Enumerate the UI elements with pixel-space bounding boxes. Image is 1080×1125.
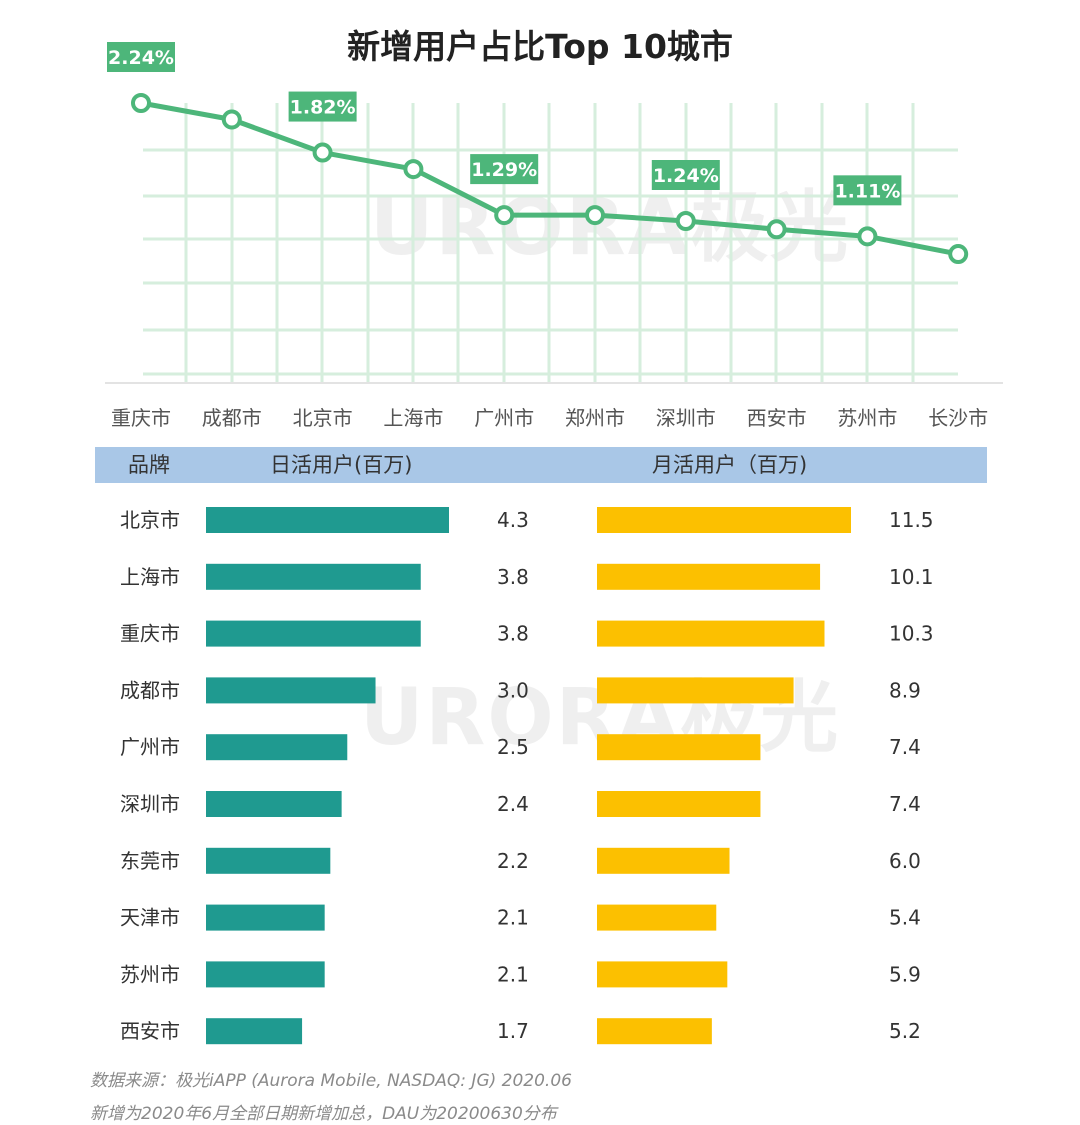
data-point-7 <box>675 211 696 231</box>
data-label-box-1 <box>107 42 175 72</box>
x-tick-label-4: 上海市 <box>383 406 443 430</box>
data-point-3 <box>312 142 333 163</box>
mau-bar-6 <box>597 791 761 817</box>
dau-bar-4 <box>206 677 376 704</box>
dau-bar-7 <box>206 847 331 874</box>
row-label-5: 广州市 <box>120 735 180 759</box>
x-tick-label-9: 苏州市 <box>837 406 897 430</box>
data-label-box-5 <box>833 175 902 206</box>
row-label-2: 上海市 <box>120 565 180 589</box>
x-tick-label-5: 广州市 <box>474 406 534 430</box>
row-label-3: 重庆市 <box>120 622 180 646</box>
row-label-8: 天津市 <box>120 906 180 930</box>
watermark-bottom: URORA极光 <box>360 673 841 763</box>
footnote-source: 数据来源：极光iAPP (Aurora Mobile, NASDAQ: JG) … <box>90 1071 572 1091</box>
data-point-9 <box>857 226 878 247</box>
dau-bar-8 <box>206 904 325 931</box>
series-line <box>140 100 959 257</box>
header-mau: 月活用户（百万) <box>652 453 808 477</box>
mau-value-10: 5.2 <box>889 1019 921 1043</box>
dau-value-3: 3.8 <box>497 622 529 646</box>
mau-value-3: 10.3 <box>889 622 934 646</box>
row-label-4: 成都市 <box>120 678 180 702</box>
chart-title: 新增用户占比Top 10城市 <box>347 27 733 66</box>
mau-bar-2 <box>597 563 821 590</box>
mau-value-6: 7.4 <box>889 792 921 816</box>
x-tick-label-6: 郑州市 <box>565 406 625 430</box>
x-tick-label-2: 成都市 <box>202 406 262 430</box>
row-label-10: 西安市 <box>120 1019 180 1043</box>
dau-value-2: 3.8 <box>497 565 529 589</box>
dau-bar-6 <box>206 791 342 817</box>
mau-value-1: 11.5 <box>889 508 934 532</box>
x-tick-label-8: 西安市 <box>747 406 807 430</box>
table-header-band <box>95 447 987 483</box>
row-label-9: 苏州市 <box>120 962 180 986</box>
row-label-1: 北京市 <box>120 508 180 532</box>
mau-bar-8 <box>597 904 717 931</box>
dau-value-8: 2.1 <box>497 906 529 930</box>
data-point-2 <box>221 109 242 130</box>
data-label-box-4 <box>651 160 720 190</box>
dau-bar-9 <box>206 961 325 988</box>
data-point-5 <box>494 205 515 226</box>
footnote-note: 新增为2020年6月全部日期新增加总，DAU为20200630分布 <box>90 1104 557 1124</box>
header-dau: 日活用户(百万) <box>270 453 413 477</box>
data-label-3: 1.29% <box>471 159 537 181</box>
dau-value-10: 1.7 <box>497 1019 529 1043</box>
x-tick-label-7: 深圳市 <box>656 406 716 430</box>
row-label-7: 东莞市 <box>120 849 180 873</box>
data-label-5: 1.11% <box>834 180 900 202</box>
mau-value-7: 6.0 <box>889 849 921 873</box>
data-label-box-2 <box>288 91 357 122</box>
data-label-1: 2.24% <box>108 47 174 69</box>
mau-bar-1 <box>597 507 851 533</box>
dau-value-7: 2.2 <box>497 849 529 873</box>
line-chart: 2.24% 1.82% 1.29% 1.24% 1.11% 重庆市 成都市 北京市 上海市 广州市… <box>105 42 1003 430</box>
mau-value-8: 5.4 <box>889 906 921 930</box>
data-point-8 <box>766 219 787 240</box>
dau-bar-2 <box>206 563 421 590</box>
mau-bar-9 <box>597 961 728 988</box>
dau-value-6: 2.4 <box>497 792 529 816</box>
row-label-6: 深圳市 <box>120 792 180 816</box>
mau-value-9: 5.9 <box>889 962 921 986</box>
mau-value-2: 10.1 <box>889 565 934 589</box>
mau-bar-10 <box>597 1018 712 1045</box>
x-tick-label-1: 重庆市 <box>111 406 171 430</box>
dau-bar-10 <box>206 1018 303 1045</box>
header-brand: 品牌 <box>128 453 170 477</box>
data-point-6 <box>585 205 605 226</box>
x-tick-label-10: 长沙市 <box>928 406 988 430</box>
mau-value-5: 7.4 <box>889 735 921 759</box>
data-point-4 <box>403 159 424 180</box>
dau-value-9: 2.1 <box>497 962 529 986</box>
dau-bar-1 <box>206 507 449 533</box>
dau-value-1: 4.3 <box>497 508 529 532</box>
dau-bar-5 <box>206 734 348 761</box>
mau-value-4: 8.9 <box>889 678 921 702</box>
mau-bar-3 <box>597 620 825 647</box>
x-tick-label-3: 北京市 <box>293 406 353 430</box>
data-point-1 <box>131 93 151 113</box>
dau-bar-3 <box>206 620 421 647</box>
data-label-4: 1.24% <box>653 165 719 187</box>
data-label-2: 1.82% <box>290 97 356 119</box>
data-point-10 <box>948 244 969 265</box>
data-label-box-3 <box>470 154 539 185</box>
mau-bar-7 <box>597 847 730 874</box>
